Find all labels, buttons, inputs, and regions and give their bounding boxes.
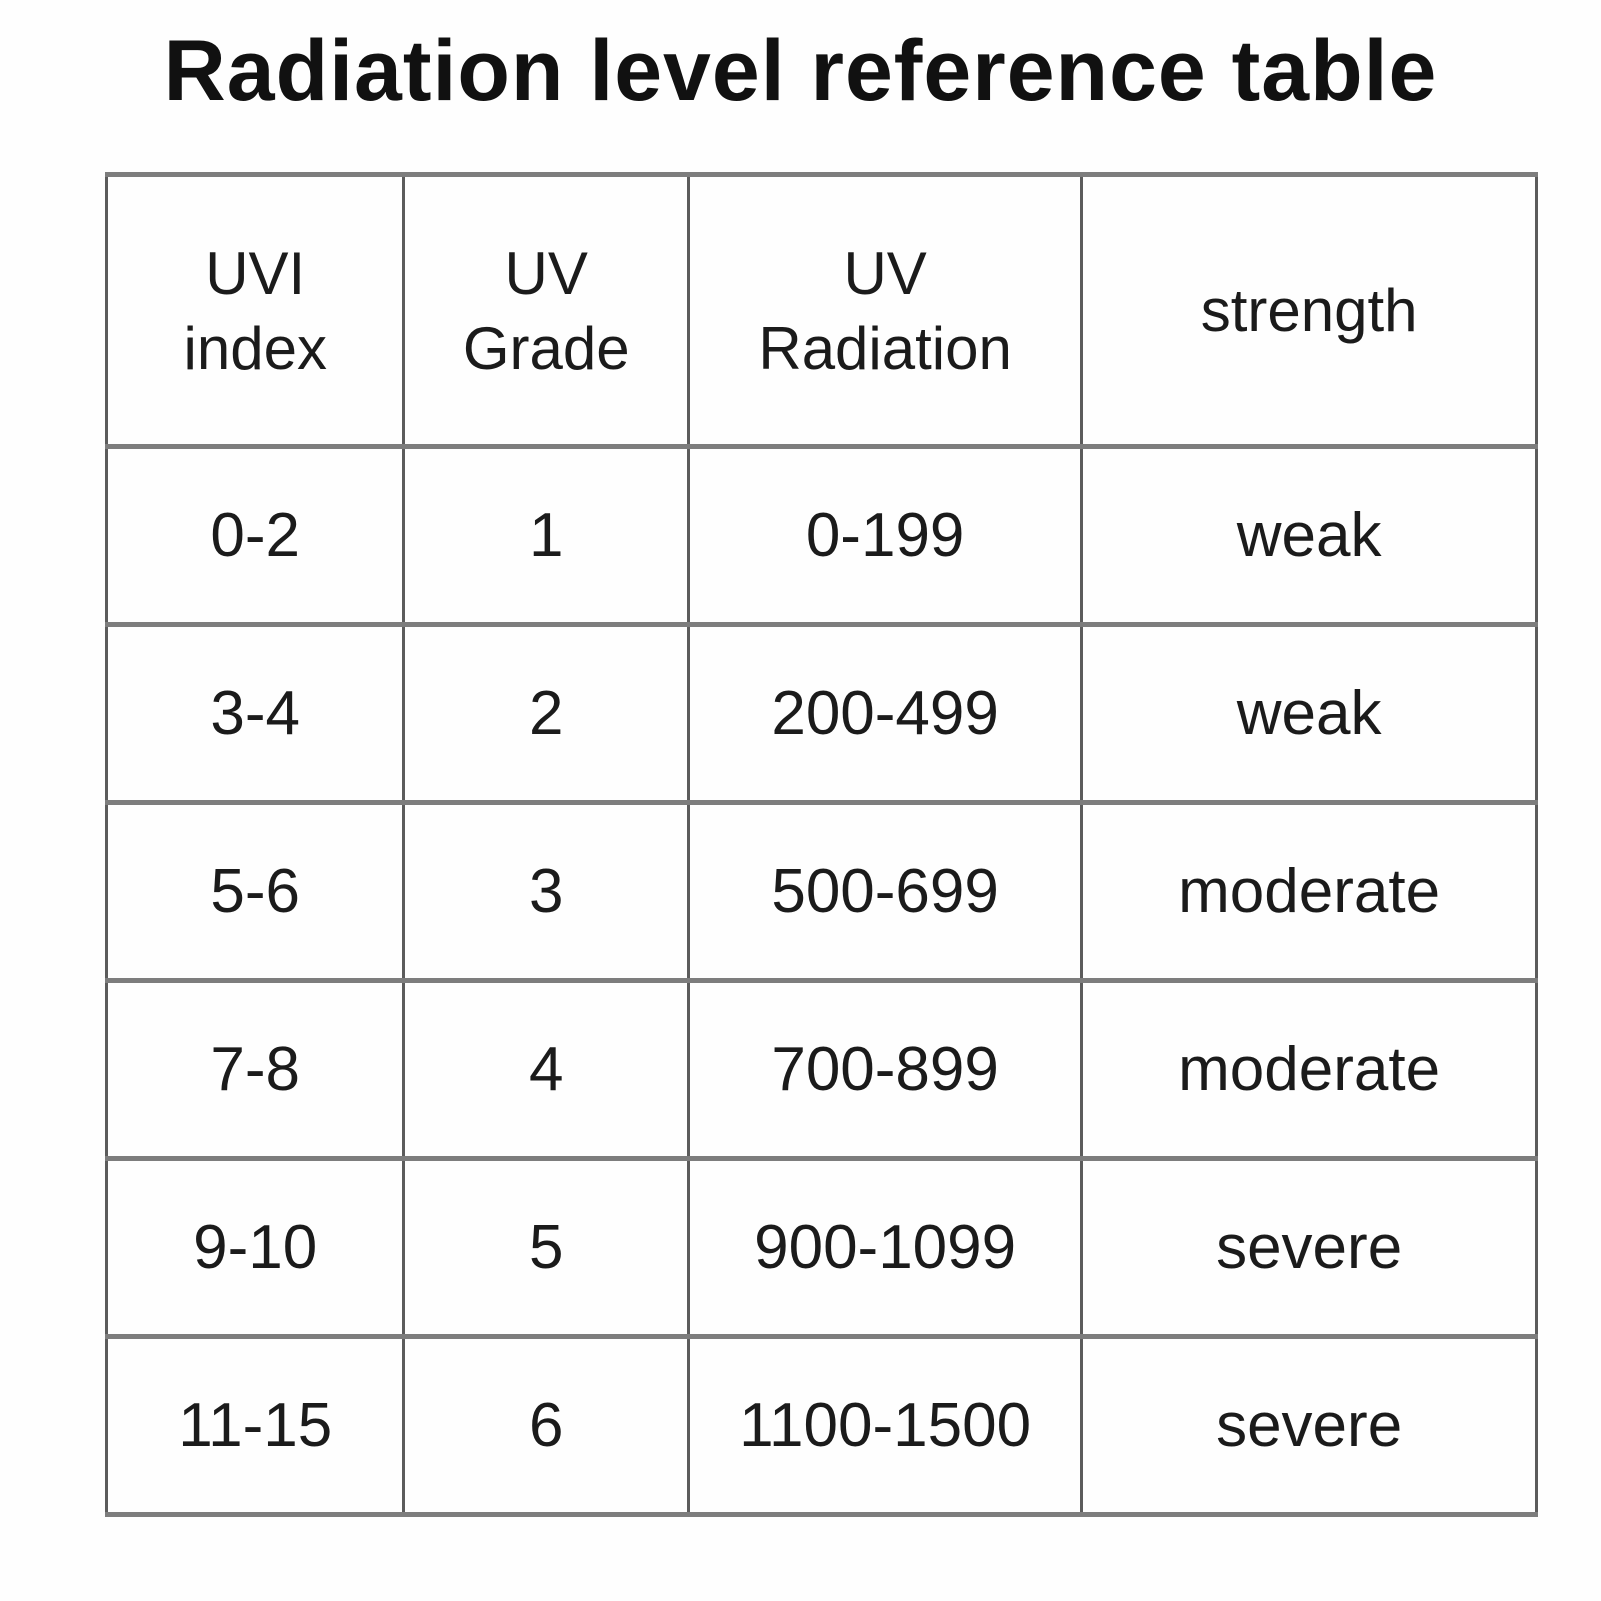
table-row: 11-15 6 1100-1500 severe	[104, 1334, 1538, 1517]
table-cell: weak	[1080, 622, 1538, 805]
table-cell: 3-4	[104, 622, 406, 805]
table-cell: 4	[402, 978, 690, 1161]
table-row: 0-2 1 0-199 weak	[104, 444, 1538, 627]
table-cell: 900-1099	[686, 1156, 1084, 1339]
table-cell: severe	[1080, 1156, 1538, 1339]
radiation-reference-table: UVI index UV Grade UV Radiation strength…	[104, 172, 1538, 1517]
table-row: 5-6 3 500-699 moderate	[104, 800, 1538, 983]
table-cell: 500-699	[686, 800, 1084, 983]
table-cell: 5	[402, 1156, 690, 1339]
table-cell: 3	[402, 800, 690, 983]
table-cell: weak	[1080, 444, 1538, 627]
table-cell: 1	[402, 444, 690, 627]
page-title: Radiation level reference table	[163, 23, 1438, 119]
table-cell: 0-199	[686, 444, 1084, 627]
table-cell: moderate	[1080, 978, 1538, 1161]
table-row: 7-8 4 700-899 moderate	[104, 978, 1538, 1161]
table-row: 9-10 5 900-1099 severe	[104, 1156, 1538, 1339]
table-cell: 200-499	[686, 622, 1084, 805]
header-cell-strength: strength	[1080, 172, 1538, 449]
table-row: 3-4 2 200-499 weak	[104, 622, 1538, 805]
table-cell: severe	[1080, 1334, 1538, 1517]
table-cell: 6	[402, 1334, 690, 1517]
table-header-row: UVI index UV Grade UV Radiation strength	[104, 172, 1538, 449]
table-cell: moderate	[1080, 800, 1538, 983]
table-cell: 0-2	[104, 444, 406, 627]
header-cell-uv-grade: UV Grade	[402, 172, 690, 449]
table-cell: 700-899	[686, 978, 1084, 1161]
header-cell-uv-radiation: UV Radiation	[686, 172, 1084, 449]
table-cell: 11-15	[104, 1334, 406, 1517]
header-cell-uvi-index: UVI index	[104, 172, 406, 449]
table-cell: 2	[402, 622, 690, 805]
table-cell: 1100-1500	[686, 1334, 1084, 1517]
table-cell: 7-8	[104, 978, 406, 1161]
table-cell: 5-6	[104, 800, 406, 983]
table-cell: 9-10	[104, 1156, 406, 1339]
